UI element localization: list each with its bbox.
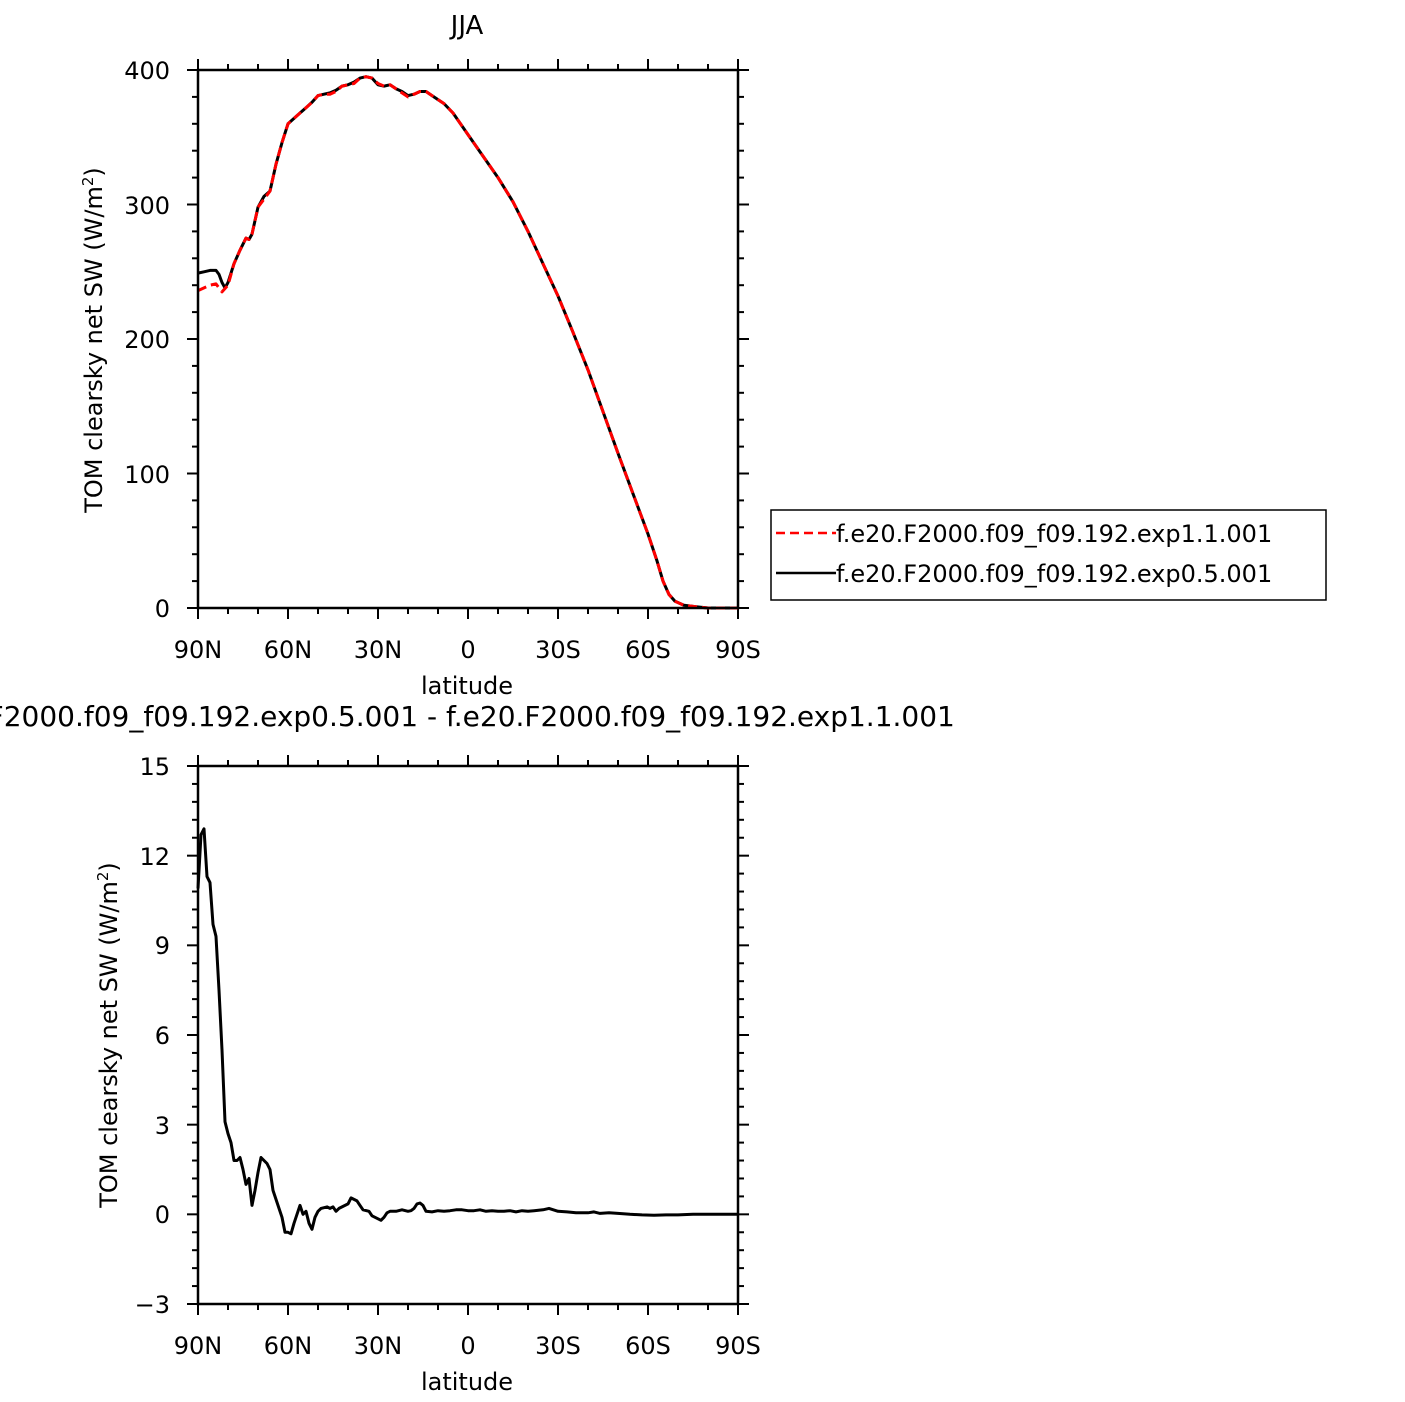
bottom-y-tick-label-1: 0	[155, 1201, 170, 1229]
top-x-tick-label-2: 30N	[354, 636, 403, 664]
bottom-series-line-0	[196, 827, 738, 1236]
bottom-x-tick-label-5: 60S	[625, 1332, 671, 1360]
top-y-tick-label-3: 300	[124, 192, 170, 220]
top-y-tick-label-1: 100	[124, 461, 170, 489]
bottom-x-axis-label: latitude	[421, 1368, 513, 1396]
bottom-axis-ticks	[187, 755, 749, 1315]
bottom-x-tick-label-4: 30S	[535, 1332, 581, 1360]
top-y-tick-labels: 0 100 200 300 400	[124, 57, 170, 623]
legend-box	[770, 509, 1327, 601]
bottom-x-tick-label-2: 30N	[354, 1332, 403, 1360]
bottom-chart-title: f.e20.F2000.f09_f09.192.exp0.5.001 - f.e…	[0, 700, 955, 733]
bottom-x-tick-label-1: 60N	[264, 1332, 313, 1360]
bottom-panel: f.e20.F2000.f09_f09.192.exp0.5.001 - f.e…	[0, 700, 955, 1396]
svg-text:TOM clearsky net SW (W/m2): TOM clearsky net SW (W/m2)	[79, 167, 108, 514]
bottom-y-tick-labels: −3 0 3 6 9 12 15	[135, 753, 170, 1319]
legend-label-1: f.e20.F2000.f09_f09.192.exp0.5.001	[836, 560, 1272, 588]
bottom-y-tick-label-0: −3	[135, 1291, 170, 1319]
top-y-tick-label-0: 0	[155, 595, 170, 623]
top-y-label-sup: 2	[79, 177, 97, 187]
svg-text:TOM clearsky net SW (W/m2): TOM clearsky net SW (W/m2)	[94, 862, 123, 1209]
top-series-layer	[197, 75, 738, 610]
top-x-tick-label-6: 90S	[715, 636, 761, 664]
bottom-series-layer	[196, 827, 738, 1236]
bottom-x-tick-labels: 90N 60N 30N 0 30S 60S 90S	[174, 1332, 761, 1360]
top-axis-ticks	[187, 59, 749, 619]
bottom-y-tick-label-5: 12	[139, 843, 170, 871]
top-y-label-close: )	[80, 167, 108, 176]
bottom-y-axis-label: TOM clearsky net SW (W/m2)	[94, 862, 123, 1209]
top-y-label-main: TOM clearsky net SW (W/m	[80, 186, 108, 514]
top-chart-title: JJA	[449, 11, 484, 41]
top-y-axis-label: TOM clearsky net SW (W/m2)	[79, 167, 108, 514]
top-plot-frame	[196, 68, 740, 610]
top-y-tick-label-4: 400	[124, 57, 170, 85]
bottom-y-tick-label-2: 3	[155, 1112, 170, 1140]
bottom-y-label-sup: 2	[94, 872, 112, 882]
bottom-y-label-main: TOM clearsky net SW (W/m	[95, 881, 123, 1209]
bottom-x-tick-label-3: 0	[460, 1332, 475, 1360]
top-x-tick-label-4: 30S	[535, 636, 581, 664]
legend: f.e20.F2000.f09_f09.192.exp1.1.001 f.e20…	[770, 509, 1327, 601]
bottom-y-label-close: )	[95, 862, 123, 871]
top-panel: JJA TOM clearsky net SW (W/m2) 90N 60N 3…	[79, 11, 1327, 700]
top-series-line-0	[197, 75, 738, 610]
bottom-x-tick-label-6: 90S	[715, 1332, 761, 1360]
top-series-line-1	[197, 75, 738, 610]
bottom-plot-frame	[196, 764, 740, 1306]
top-x-tick-label-0: 90N	[174, 636, 223, 664]
top-x-tick-label-3: 0	[460, 636, 475, 664]
top-x-tick-label-1: 60N	[264, 636, 313, 664]
top-y-tick-label-2: 200	[124, 326, 170, 354]
bottom-y-tick-label-4: 9	[155, 932, 170, 960]
top-x-axis-label: latitude	[421, 672, 513, 700]
bottom-y-tick-label-6: 15	[139, 753, 170, 781]
legend-label-0: f.e20.F2000.f09_f09.192.exp1.1.001	[836, 520, 1272, 548]
bottom-x-tick-label-0: 90N	[174, 1332, 223, 1360]
top-x-tick-labels: 90N 60N 30N 0 30S 60S 90S	[174, 636, 761, 664]
top-x-tick-label-5: 60S	[625, 636, 671, 664]
bottom-y-tick-label-3: 6	[155, 1022, 170, 1050]
